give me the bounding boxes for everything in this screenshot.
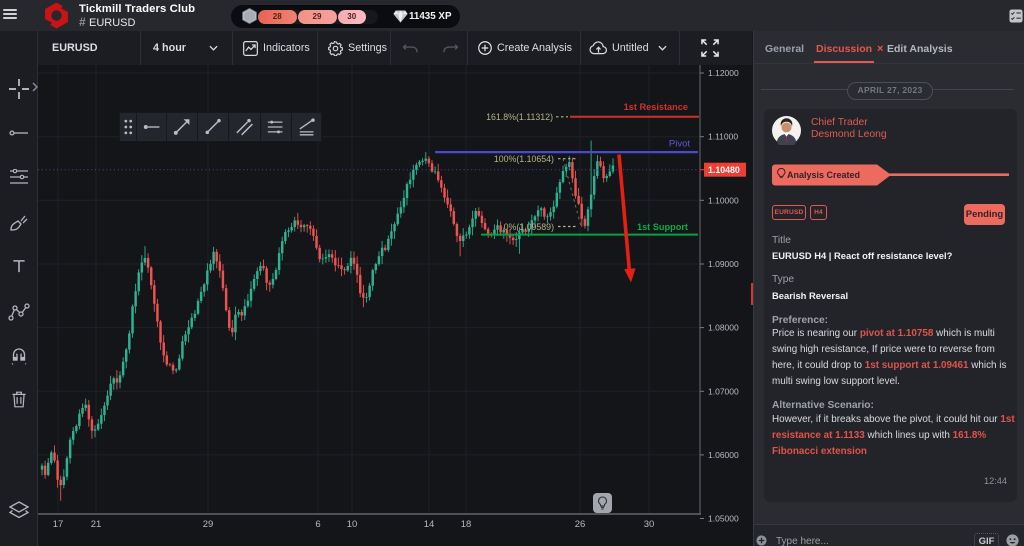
svg-text:6: 6 [315, 519, 320, 530]
svg-text:1.08000: 1.08000 [708, 323, 739, 333]
svg-text:1.09000: 1.09000 [708, 259, 739, 269]
svg-text:1.05000: 1.05000 [708, 514, 739, 524]
svg-text:Analysis Created: Analysis Created [787, 170, 860, 180]
svg-text:1.06000: 1.06000 [708, 450, 739, 460]
svg-text:14: 14 [424, 519, 435, 530]
svg-text:29: 29 [203, 519, 214, 530]
svg-text:18: 18 [461, 519, 472, 530]
svg-text:Pivot: Pivot [669, 139, 690, 150]
svg-text:100%(1.10654): 100%(1.10654) [494, 154, 554, 164]
svg-text:1.11000: 1.11000 [708, 132, 738, 142]
svg-text:1.07000: 1.07000 [708, 386, 739, 396]
svg-text:1.10480: 1.10480 [708, 165, 740, 175]
svg-text:21: 21 [91, 519, 102, 530]
svg-text:1st Resistance: 1st Resistance [624, 102, 688, 112]
svg-text:26: 26 [575, 519, 586, 530]
svg-text:1.12000: 1.12000 [708, 68, 739, 78]
svg-text:10: 10 [347, 519, 358, 530]
svg-text:30: 30 [644, 519, 655, 530]
svg-text:1st Support: 1st Support [637, 222, 688, 232]
svg-text:1.10000: 1.10000 [708, 195, 739, 205]
svg-text:161.8%(1.11312): 161.8%(1.11312) [486, 112, 553, 122]
svg-text:0%(1.09589): 0%(1.09589) [504, 222, 554, 232]
svg-text:17: 17 [53, 519, 64, 530]
